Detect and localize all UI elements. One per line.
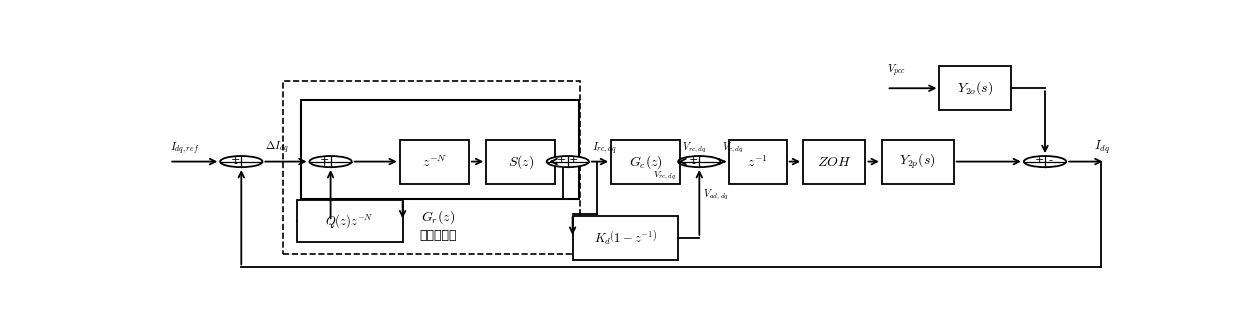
Text: $G_r(z)$: $G_r(z)$ [421,208,455,226]
Text: $S(z)$: $S(z)$ [508,153,534,171]
Text: +: + [1035,155,1044,165]
Circle shape [678,156,720,167]
Circle shape [221,156,263,167]
Circle shape [546,156,589,167]
Text: $I_{dq}$: $I_{dq}$ [1094,139,1110,156]
Text: $z^{-1}$: $z^{-1}$ [747,154,768,169]
Bar [729,139,787,184]
Text: +: + [320,155,330,165]
Text: $z^{-N}$: $z^{-N}$ [421,154,447,169]
Text: $V_{pcc}$: $V_{pcc}$ [887,62,906,79]
Text: $V_{rc,dq}$: $V_{rc,dq}$ [681,140,707,155]
Bar [297,200,403,242]
Text: 重复控制器: 重复控制器 [419,229,457,242]
Text: -: - [691,158,695,168]
Bar [282,81,580,254]
Text: $V_{ad,dq}$: $V_{ad,dq}$ [704,188,730,202]
Bar [486,139,555,184]
Text: +: + [558,155,566,165]
Bar [611,139,680,184]
Text: $\Delta I_{dq}$: $\Delta I_{dq}$ [265,139,289,156]
Text: $Q(z)z^{-N}$: $Q(z)z^{-N}$ [326,212,374,230]
Text: $ZOH$: $ZOH$ [817,155,851,169]
Bar [572,215,678,260]
Bar [301,100,580,199]
Bar [939,66,1011,111]
Bar [882,139,954,184]
Circle shape [310,156,352,167]
Text: $V_{c,dq}$: $V_{c,dq}$ [722,140,743,155]
Text: +: + [689,155,699,165]
Text: +: + [320,158,330,168]
Text: +: + [569,155,579,165]
Bar [400,139,468,184]
Text: +: + [230,155,240,165]
Text: $I_{dq,ref}$: $I_{dq,ref}$ [170,140,199,156]
Text: $Y_{2o}(s)$: $Y_{2o}(s)$ [958,79,994,97]
Circle shape [1023,156,1066,167]
Text: -: - [1048,155,1053,165]
Bar [803,139,866,184]
Text: $I_{rc,dq}$: $I_{rc,dq}$ [592,140,617,156]
Text: $K_d\left(1-z^{-1}\right)$: $K_d\left(1-z^{-1}\right)$ [593,229,657,247]
Text: -: - [233,158,238,168]
Text: $Y_{2p}(s)$: $Y_{2p}(s)$ [900,152,935,171]
Text: $V_{rc,dq}$: $V_{rc,dq}$ [653,169,676,182]
Text: $G_c(z)$: $G_c(z)$ [628,153,663,171]
